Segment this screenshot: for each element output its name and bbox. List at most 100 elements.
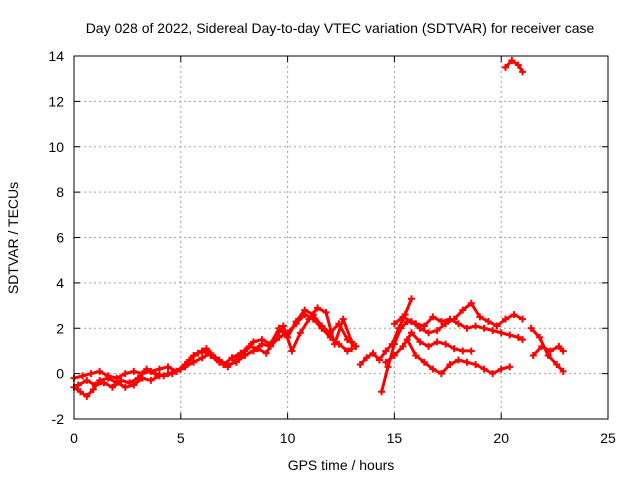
data-point <box>407 317 415 325</box>
data-point <box>168 370 176 378</box>
data-point <box>555 342 563 350</box>
data-point <box>378 388 386 396</box>
data-point <box>476 313 484 321</box>
data-point <box>390 340 398 348</box>
data-point <box>258 336 266 344</box>
data-point <box>143 365 151 373</box>
data-point <box>76 388 84 396</box>
data-point <box>198 354 206 362</box>
x-tick-label: 20 <box>493 430 509 446</box>
data-point <box>480 324 488 332</box>
data-point <box>467 347 475 355</box>
data-point <box>519 315 527 323</box>
data-point <box>155 365 163 373</box>
data-point <box>74 381 82 389</box>
ticks <box>73 55 609 420</box>
data-point <box>538 342 546 350</box>
data-point <box>245 342 253 350</box>
data-point <box>514 61 522 69</box>
data-layer <box>70 57 567 400</box>
data-point <box>185 356 193 364</box>
data-point <box>546 347 554 355</box>
data-point <box>224 363 232 371</box>
data-point <box>356 361 364 369</box>
data-point <box>237 349 245 357</box>
x-tick-label: 15 <box>387 430 403 446</box>
data-point <box>117 376 125 384</box>
data-point <box>292 317 300 325</box>
data-point <box>416 338 424 346</box>
data-point <box>228 354 236 362</box>
series-arc-3 <box>74 304 356 391</box>
data-point <box>454 320 462 328</box>
data-point <box>87 370 95 378</box>
chart-title: Day 028 of 2022, Sidereal Day-to-day VTE… <box>86 20 595 36</box>
data-point <box>397 324 405 332</box>
data-point <box>301 306 309 314</box>
y-tick-label: 6 <box>56 230 64 246</box>
series-arc-9 <box>501 57 527 76</box>
x-tick-label: 25 <box>600 430 616 446</box>
data-point <box>472 361 480 369</box>
data-point <box>79 372 87 380</box>
data-point <box>501 315 509 323</box>
data-point <box>399 313 407 321</box>
data-point <box>262 349 270 357</box>
data-point <box>211 354 219 362</box>
data-point <box>429 313 437 321</box>
x-tick-labels: 0 5 10 15 20 25 <box>70 430 616 446</box>
data-point <box>484 317 492 325</box>
data-point <box>425 342 433 350</box>
data-point <box>497 329 505 337</box>
data-point <box>519 68 527 76</box>
data-point <box>403 336 411 344</box>
data-point <box>497 365 505 373</box>
data-point <box>202 345 210 353</box>
data-point <box>318 322 326 330</box>
data-point <box>339 315 347 323</box>
data-point <box>343 347 351 355</box>
series-arc-6 <box>390 299 527 337</box>
data-point <box>519 336 527 344</box>
series-arc-7 <box>382 329 475 366</box>
data-point <box>450 315 458 323</box>
data-point <box>130 367 138 375</box>
data-point <box>407 295 415 303</box>
data-point <box>271 336 279 344</box>
data-point <box>489 327 497 335</box>
data-point <box>100 379 108 387</box>
data-point <box>553 361 561 369</box>
data-point <box>506 331 514 339</box>
data-point <box>527 324 535 332</box>
data-point <box>493 322 501 330</box>
data-point <box>501 63 509 71</box>
data-point <box>382 347 390 355</box>
data-point <box>121 370 129 378</box>
data-point <box>232 356 240 364</box>
data-point <box>108 383 116 391</box>
data-point <box>510 311 518 319</box>
grid <box>74 56 608 419</box>
data-point <box>467 299 475 307</box>
data-point <box>348 345 356 353</box>
data-point <box>121 383 129 391</box>
data-point <box>559 347 567 355</box>
data-point <box>536 333 544 341</box>
x-tick-label: 5 <box>177 430 185 446</box>
data-point <box>480 365 488 373</box>
data-point <box>147 376 155 384</box>
x-tick-label: 0 <box>70 430 78 446</box>
x-axis-label: GPS time / hours <box>288 457 395 473</box>
data-point <box>104 372 112 380</box>
data-point <box>190 358 198 366</box>
y-axis-label: SDTVAR / TECUs <box>5 182 21 294</box>
data-point <box>249 338 257 346</box>
data-point <box>83 392 91 400</box>
data-point <box>369 349 377 357</box>
y-tick-label: 2 <box>56 320 64 336</box>
data-point <box>412 351 420 359</box>
data-point <box>529 351 537 359</box>
data-point <box>314 304 322 312</box>
